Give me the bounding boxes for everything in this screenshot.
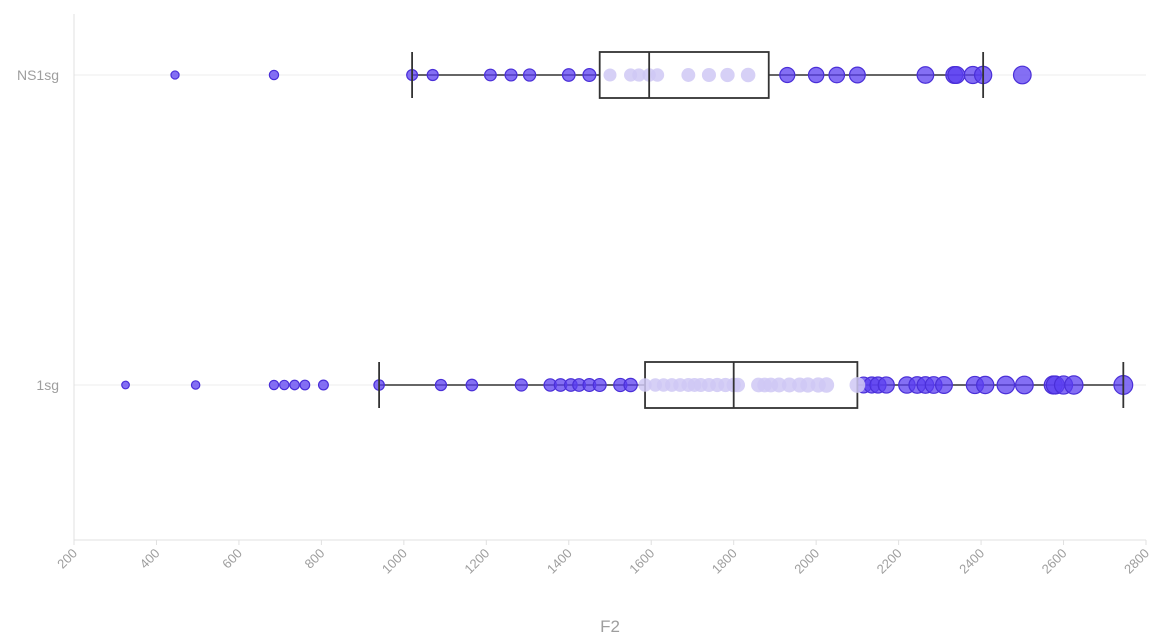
- x-tick-label: 2800: [1121, 546, 1152, 577]
- x-tick-label: 800: [302, 546, 328, 572]
- groups-layer: [122, 52, 1133, 408]
- data-point: [1016, 376, 1034, 394]
- x-tick-label: 2600: [1039, 546, 1070, 577]
- data-point: [290, 380, 299, 389]
- data-point: [780, 68, 795, 83]
- data-point: [515, 379, 527, 391]
- data-point: [485, 69, 497, 81]
- x-tick-label: 1800: [709, 546, 740, 577]
- data-point: [681, 68, 695, 82]
- data-point: [731, 378, 745, 392]
- data-point: [809, 67, 824, 82]
- y-category-label: NS1sg: [17, 67, 59, 83]
- data-point: [280, 380, 289, 389]
- data-point: [936, 377, 953, 394]
- data-point: [319, 380, 329, 390]
- x-tick-label: 400: [137, 546, 163, 572]
- x-tick-label: 2400: [956, 546, 987, 577]
- data-point: [1065, 376, 1083, 394]
- data-point: [651, 68, 665, 82]
- data-point: [702, 68, 716, 82]
- data-point: [435, 379, 446, 390]
- data-point: [720, 68, 734, 82]
- x-tick-label: 1600: [626, 546, 657, 577]
- data-point: [604, 69, 617, 82]
- data-point: [593, 379, 606, 392]
- data-point: [997, 376, 1014, 393]
- data-point: [300, 380, 310, 390]
- x-tick-label: 1400: [544, 546, 575, 577]
- data-point: [171, 71, 179, 79]
- data-point: [850, 67, 866, 83]
- x-tick-label: 200: [54, 546, 80, 572]
- data-point: [583, 69, 596, 82]
- x-tick-label: 2000: [791, 546, 822, 577]
- data-point: [505, 69, 517, 81]
- data-point: [191, 381, 199, 389]
- axis-layer: 200 400 600 800 1000 1200 1400 1600 1800 2000 2200…: [17, 14, 1152, 577]
- data-point: [977, 376, 994, 393]
- data-point: [466, 379, 477, 390]
- data-point: [741, 68, 756, 83]
- data-point: [948, 67, 965, 84]
- y-category-label: 1sg: [36, 377, 59, 393]
- data-point: [1014, 66, 1032, 84]
- data-point: [850, 377, 866, 393]
- data-point: [269, 380, 278, 389]
- data-point: [624, 378, 637, 391]
- data-point: [524, 69, 536, 81]
- data-point: [878, 377, 894, 393]
- grid-layer: [74, 75, 1146, 385]
- x-axis-title: F2: [600, 617, 620, 634]
- data-point: [269, 70, 278, 79]
- x-tick-label: 2200: [874, 546, 905, 577]
- x-tick-label: 1000: [379, 546, 410, 577]
- data-point: [122, 381, 130, 389]
- group-1sg: [122, 362, 1133, 408]
- data-point: [563, 69, 576, 82]
- data-point: [917, 67, 934, 84]
- data-point: [829, 67, 845, 83]
- x-tick-label: 600: [219, 546, 245, 572]
- data-point: [427, 69, 438, 80]
- data-point: [819, 377, 834, 392]
- x-tick-label: 1200: [461, 546, 492, 577]
